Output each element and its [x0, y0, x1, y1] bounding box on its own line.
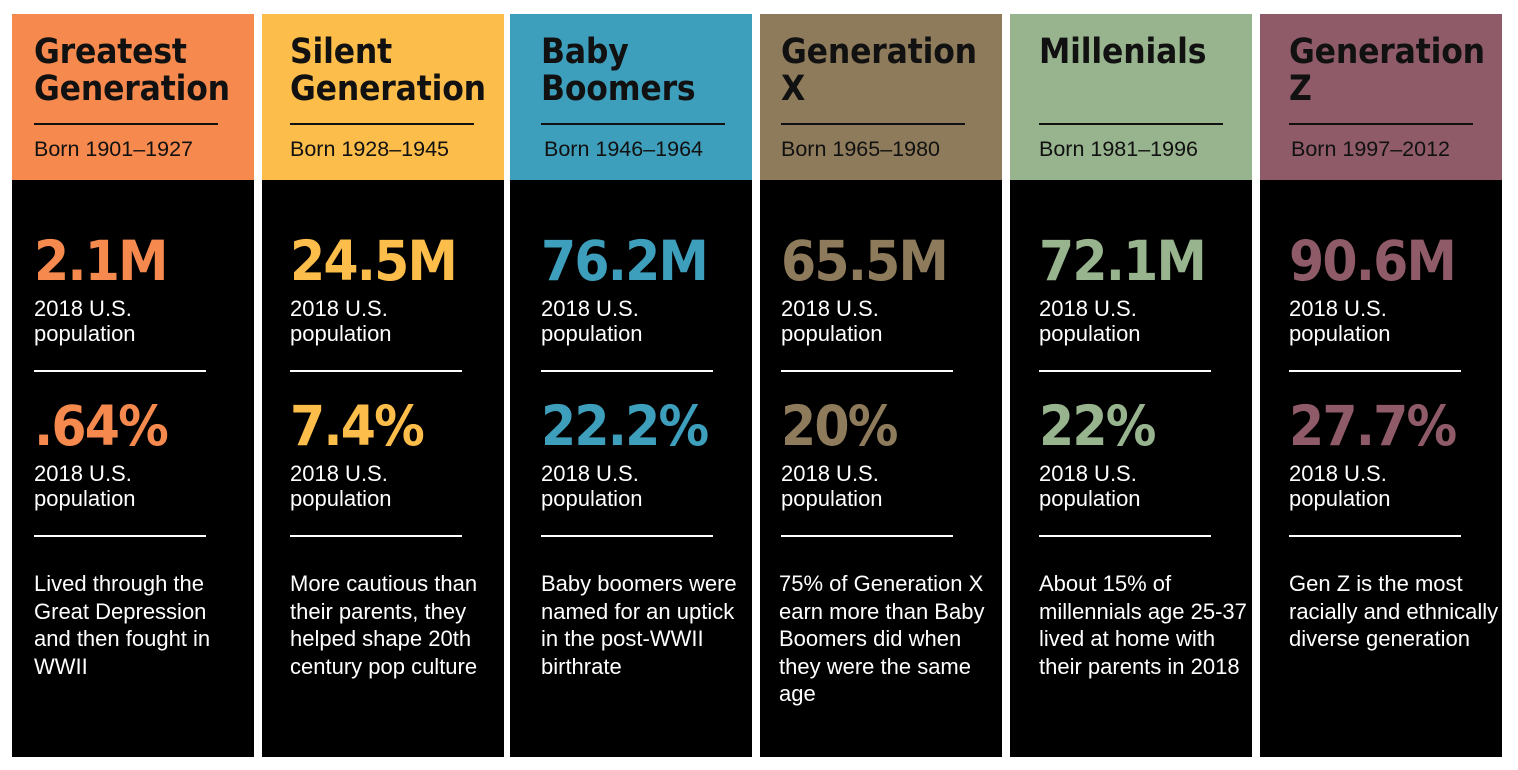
population-label: 2018 U.S. population	[290, 296, 392, 346]
population-label: 2018 U.S. population	[541, 296, 643, 346]
generation-name: Generation Z	[1289, 32, 1485, 109]
population-share-label: 2018 U.S. population	[1289, 461, 1391, 511]
birth-years: Born 1928–1945	[290, 137, 450, 161]
generation-name: Generation X	[781, 32, 977, 109]
population-value: 90.6M	[1289, 229, 1457, 293]
population-share-label: 2018 U.S. population	[290, 461, 392, 511]
generation-description: More cautious than their parents, they h…	[290, 571, 478, 679]
population-value: 24.5M	[290, 229, 458, 293]
population-share-label: 2018 U.S. population	[781, 461, 883, 511]
birth-years: Born 1965–1980	[781, 137, 941, 161]
generation-description: 75% of Generation X earn more than Baby …	[779, 571, 985, 706]
header-divider	[1039, 123, 1223, 125]
population-share-label: 2018 U.S. population	[541, 461, 643, 511]
population-share-value: 27.7%	[1289, 394, 1457, 458]
population-value: 2.1M	[34, 229, 168, 293]
population-share-label: 2018 U.S. population	[1039, 461, 1141, 511]
generation-column-silent: Silent Generation Born 1928–1945 24.5M 2…	[262, 14, 504, 757]
header-divider	[1289, 123, 1473, 125]
population-value: 65.5M	[781, 229, 949, 293]
population-share-value: 20%	[781, 394, 898, 458]
birth-years: Born 1997–2012	[1291, 137, 1451, 161]
population-share-value: 7.4%	[290, 394, 425, 458]
population-share-value: 22.2%	[541, 394, 709, 458]
generation-header: Baby Boomers Born 1946–1964	[510, 14, 752, 180]
population-label: 2018 U.S. population	[781, 296, 883, 346]
stat-divider	[1039, 535, 1211, 537]
generation-column-gen-z: Generation Z Born 1997–2012 90.6M 2018 U…	[1260, 14, 1502, 757]
generation-column-greatest: Greatest Generation Born 1901–1927 2.1M …	[12, 14, 254, 757]
stat-divider	[34, 535, 206, 537]
stat-divider	[541, 370, 713, 372]
header-divider	[541, 123, 725, 125]
stat-divider	[781, 370, 953, 372]
stat-divider	[1289, 535, 1461, 537]
generation-column-gen-x: Generation X Born 1965–1980 65.5M 2018 U…	[760, 14, 1002, 757]
population-label: 2018 U.S. population	[1039, 296, 1141, 346]
generation-description: Baby boomers were named for an uptick in…	[541, 571, 737, 679]
population-share-value: .64%	[34, 394, 169, 458]
birth-years: Born 1981–1996	[1039, 137, 1199, 161]
birth-years: Born 1901–1927	[34, 137, 194, 161]
population-share-label: 2018 U.S. population	[34, 461, 136, 511]
header-divider	[34, 123, 218, 125]
stat-divider	[781, 535, 953, 537]
population-value: 72.1M	[1039, 229, 1207, 293]
generation-column-millenials: Millenials Born 1981–1996 72.1M 2018 U.S…	[1010, 14, 1252, 757]
stat-divider	[1039, 370, 1211, 372]
population-share-value: 22%	[1039, 394, 1156, 458]
population-label: 2018 U.S. population	[34, 296, 136, 346]
generation-description: Lived through the Great Depression and t…	[34, 571, 211, 679]
generation-name: Greatest Generation	[34, 32, 230, 109]
generation-header: Greatest Generation Born 1901–1927	[12, 14, 254, 180]
generation-name: Baby Boomers	[541, 32, 696, 109]
stat-divider	[290, 370, 462, 372]
header-divider	[290, 123, 474, 125]
generation-name: Silent Generation	[290, 32, 486, 109]
generation-column-baby-boomers: Baby Boomers Born 1946–1964 76.2M 2018 U…	[510, 14, 752, 757]
header-divider	[781, 123, 965, 125]
generation-description: About 15% of millennials age 25-37 lived…	[1039, 571, 1247, 679]
generation-header: Millenials Born 1981–1996	[1010, 14, 1252, 180]
generation-name: Millenials	[1039, 32, 1207, 72]
generation-header: Silent Generation Born 1928–1945	[262, 14, 504, 180]
generation-header: Generation Z Born 1997–2012	[1260, 14, 1502, 180]
stat-divider	[541, 535, 713, 537]
generation-description: Gen Z is the most racially and ethnicall…	[1289, 571, 1499, 651]
stat-divider	[290, 535, 462, 537]
population-value: 76.2M	[541, 229, 709, 293]
stat-divider	[1289, 370, 1461, 372]
stat-divider	[34, 370, 206, 372]
generation-header: Generation X Born 1965–1980	[760, 14, 1002, 180]
population-label: 2018 U.S. population	[1289, 296, 1391, 346]
birth-years: Born 1946–1964	[544, 137, 704, 161]
